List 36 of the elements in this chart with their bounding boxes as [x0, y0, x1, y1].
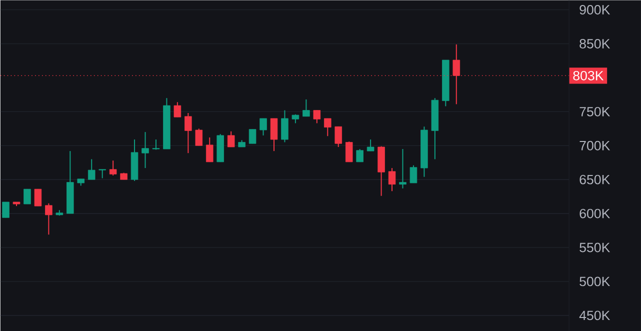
- ref-line-label: 803K: [573, 70, 604, 80]
- candlestick: [356, 148, 364, 162]
- y-tick-label: 450K: [579, 310, 610, 320]
- y-tick-label: 650K: [580, 174, 610, 184]
- candlestick: [302, 98, 310, 117]
- candlestick: [2, 201, 10, 218]
- candlestick: [34, 188, 42, 206]
- candlestick: [410, 164, 418, 184]
- candlestick: [388, 167, 396, 192]
- y-tick-label: 850K: [580, 38, 610, 48]
- candlestick: [195, 128, 203, 146]
- y-tick-label: 550K: [580, 242, 610, 252]
- candlestick: [206, 136, 214, 162]
- candlestick: [366, 138, 374, 152]
- candlestick: [88, 158, 96, 180]
- candlestick: [227, 130, 235, 148]
- y-tick-label: 700K: [580, 140, 610, 150]
- candlestick: [184, 112, 192, 154]
- candlestick: [142, 131, 149, 168]
- candlestick: [281, 110, 288, 143]
- candlestick: [270, 118, 278, 152]
- candlestick: [109, 160, 117, 176]
- candlestick: [248, 128, 256, 144]
- candlestick: [345, 140, 353, 162]
- candlestick: [334, 126, 342, 148]
- y-tick-label: 900K: [580, 4, 610, 14]
- candlestick: [399, 148, 406, 189]
- y-tick-label: 500K: [580, 276, 610, 286]
- y-tick-label: 750K: [580, 106, 610, 116]
- candlestick: [174, 101, 182, 118]
- candlestick: [45, 202, 52, 235]
- candlestick: [260, 118, 267, 136]
- candlestick: [313, 110, 321, 124]
- y-tick-label: 600K: [580, 208, 610, 218]
- candlestick: [324, 118, 332, 136]
- candlestick: [24, 188, 31, 204]
